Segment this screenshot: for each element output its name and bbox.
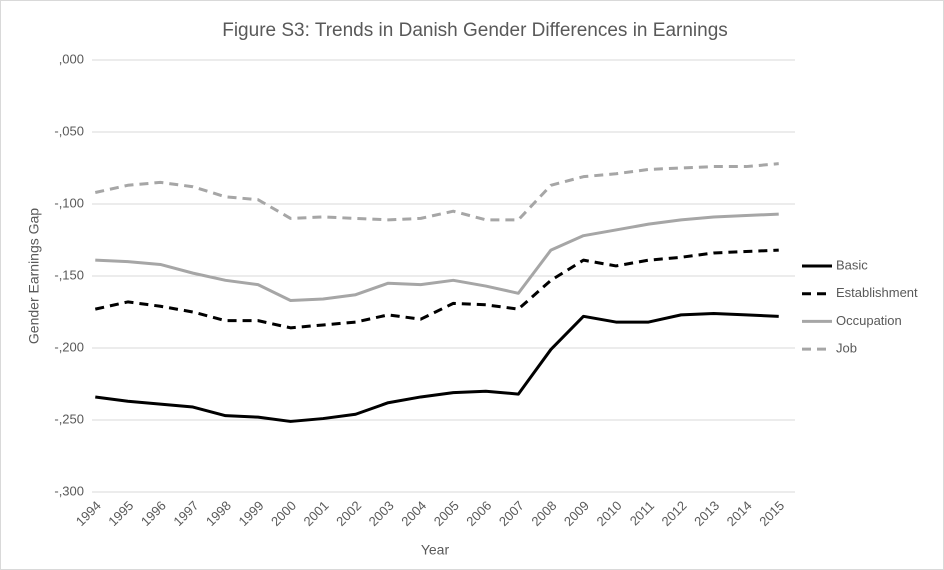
y-tick-label: -,150 — [54, 267, 84, 282]
y-axis-label: Gender Earnings Gap — [26, 208, 42, 344]
y-tick-label: -,250 — [54, 411, 84, 426]
y-tick-label: -,100 — [54, 195, 84, 210]
legend-label: Occupation — [836, 313, 902, 328]
series-line — [95, 212, 779, 302]
series-line — [95, 311, 779, 423]
chart-title: Figure S3: Trends in Danish Gender Diffe… — [222, 20, 728, 41]
legend-label: Job — [836, 341, 857, 356]
x-axis-label: Year — [421, 542, 450, 558]
y-tick-label: -,300 — [54, 483, 84, 498]
series-line — [94, 248, 779, 330]
y-tick-label: -,200 — [54, 339, 84, 354]
y-tick-label: -,050 — [54, 123, 84, 138]
series-line — [94, 162, 779, 222]
legend-label: Establishment — [836, 285, 918, 300]
y-tick-label: ,000 — [59, 51, 84, 66]
legend-label: Basic — [836, 257, 868, 272]
